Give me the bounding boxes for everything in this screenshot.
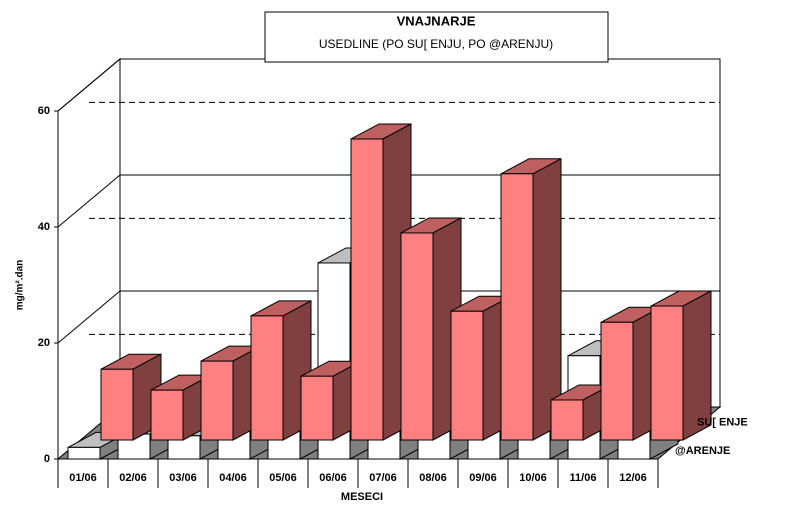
chart-subtitle: USEDLINE (PO SU[ ENJU, PO @ARENJU)	[319, 37, 553, 51]
bar	[150, 389, 184, 441]
legend-label: @ARENJE	[675, 445, 730, 457]
bar	[550, 399, 584, 441]
title-box	[264, 11, 609, 63]
bar	[250, 315, 284, 441]
bar-3d	[200, 345, 262, 441]
y-tick-label: 0	[44, 453, 50, 465]
x-tick-label: 10/06	[519, 472, 547, 484]
bar-3d	[500, 157, 562, 441]
grid-line	[57, 290, 121, 344]
x-axis-label: MESECI	[341, 491, 383, 503]
x-tick-label: 11/06	[570, 472, 597, 484]
x-tick-label: 07/06	[369, 472, 397, 484]
grid-line	[57, 174, 121, 228]
grid-line	[57, 58, 121, 112]
bar	[600, 321, 634, 441]
legend-label: SU[ ENJE	[697, 416, 748, 428]
bar	[300, 375, 334, 441]
bar	[650, 305, 684, 441]
y-axis-label: mg/m².dan	[15, 260, 26, 311]
x-tick-label: 09/06	[469, 472, 497, 484]
bar-3d	[650, 290, 712, 441]
bar	[100, 368, 134, 441]
bar	[500, 173, 534, 441]
y-tick-label: 60	[38, 105, 50, 117]
x-tick-label: 06/06	[319, 472, 347, 484]
x-tick-label: 05/06	[269, 472, 297, 484]
chart-title: VNAJNARJE	[397, 13, 476, 28]
x-tick-label: 04/06	[219, 472, 247, 484]
y-tick-label: 20	[38, 337, 50, 349]
x-tick-label: 01/06	[69, 472, 97, 484]
bar	[200, 360, 234, 441]
x-tick-label: 12/06	[619, 472, 647, 484]
bar	[67, 446, 101, 460]
x-tick-label: 08/06	[419, 472, 447, 484]
bar	[400, 232, 434, 441]
bar	[350, 138, 384, 441]
bar	[450, 310, 484, 441]
x-tick-label: 02/06	[119, 472, 147, 484]
x-tick-label: 03/06	[169, 472, 197, 484]
bar-3d	[250, 300, 312, 441]
y-tick-label: 40	[38, 221, 50, 233]
